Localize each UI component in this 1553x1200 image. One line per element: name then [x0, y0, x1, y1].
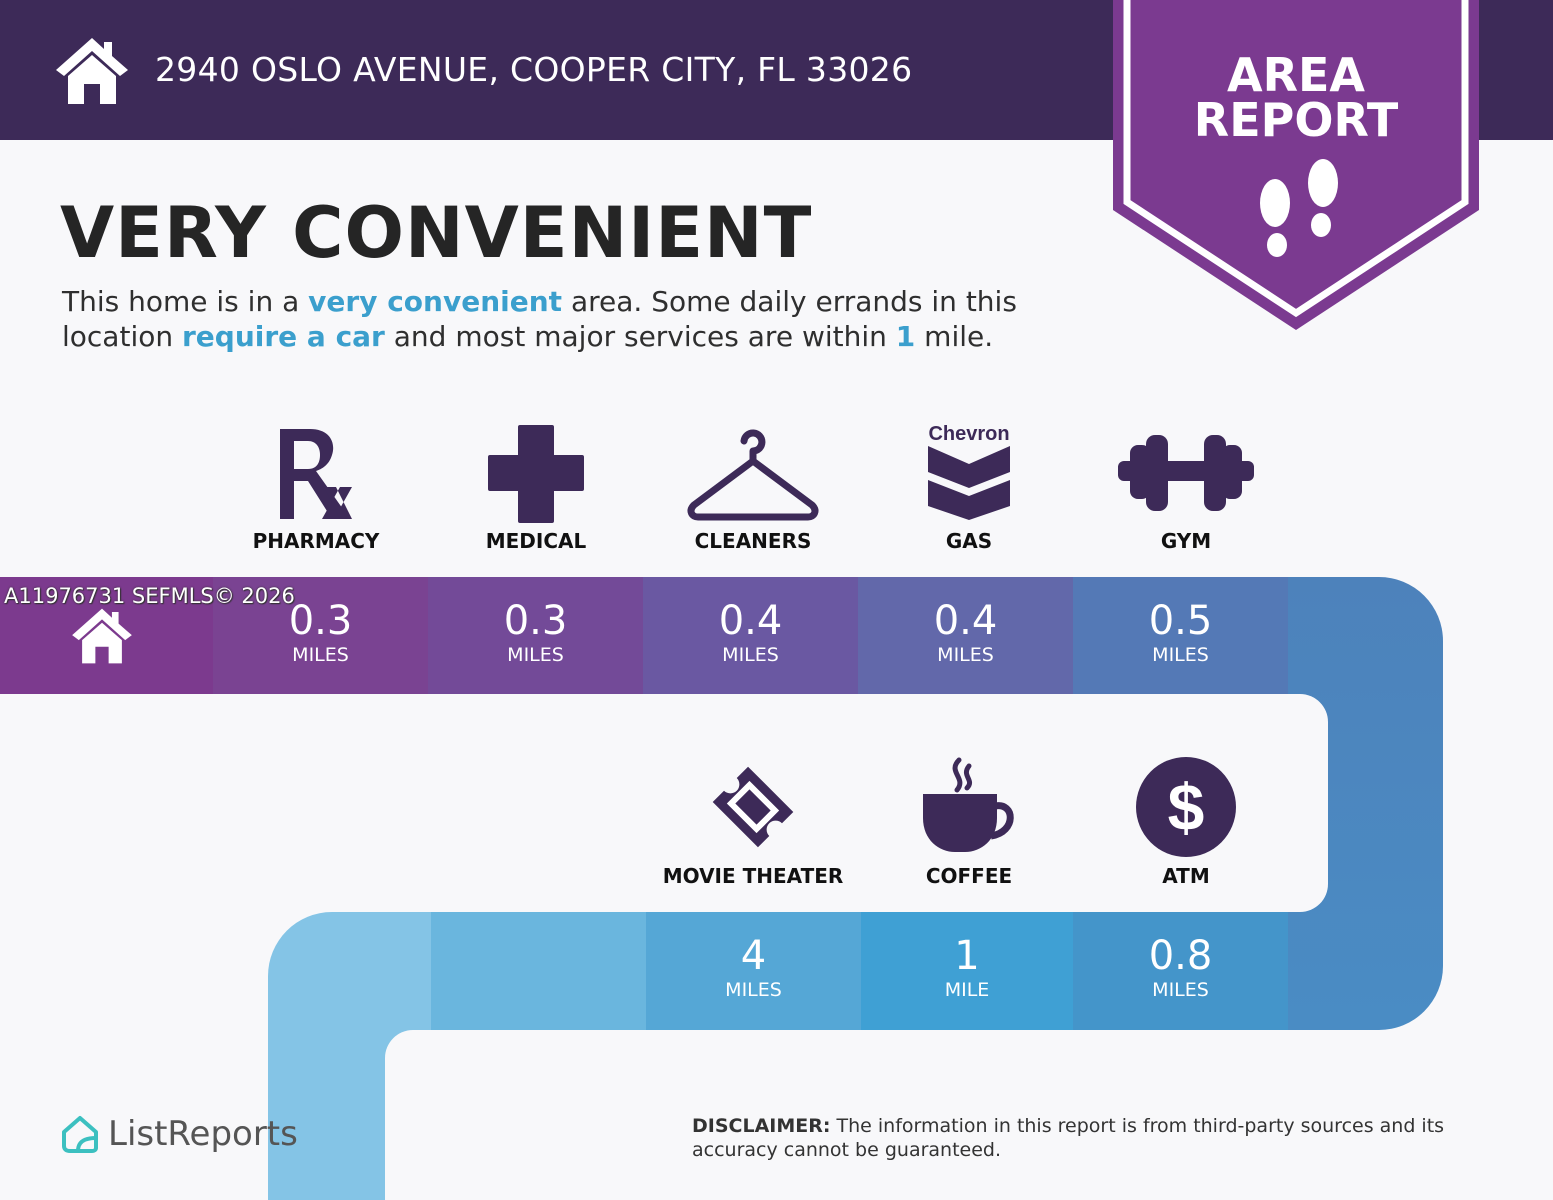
desc-text: mile.: [915, 320, 994, 353]
distance-unit: MILES: [292, 644, 349, 666]
footprints-icon: [1260, 159, 1338, 257]
medical-cross-icon: [488, 425, 584, 523]
ticket-icon: [712, 766, 794, 848]
disclaimer-label: DISCLAIMER:: [692, 1115, 831, 1137]
page-title: VERY CONVENIENT: [60, 192, 813, 274]
distance-cell-medical: 0.3 MILES: [428, 577, 643, 694]
distance-unit: MILES: [1152, 644, 1209, 666]
coffee-cup-icon: [923, 757, 1014, 852]
amenity-label: GYM: [1160, 529, 1212, 553]
rx-icon: [280, 429, 352, 519]
distance-cell-movie-theater: 4 MILES: [646, 912, 861, 1030]
disclaimer: DISCLAIMER: The information in this repo…: [692, 1114, 1512, 1162]
desc-text: and most major services are within: [384, 320, 896, 353]
amenity-label: GAS: [945, 529, 993, 553]
desc-highlight: require a car: [182, 320, 385, 353]
house-icon: [72, 608, 132, 664]
home-cell: [0, 577, 213, 694]
amenity-label: MEDICAL: [485, 529, 587, 553]
area-report-badge: [1113, 0, 1479, 330]
distance-cell-gym: 0.5 MILES: [1073, 577, 1288, 694]
desc-highlight: very convenient: [308, 285, 563, 318]
amenity-cleaners: CLEANERS: [653, 425, 853, 553]
distance-cell-atm: 0.8 MILES: [1073, 912, 1288, 1030]
distance-unit: MILE: [944, 979, 990, 1001]
distance-value: 1: [954, 933, 980, 979]
amenity-label: ATM: [1162, 864, 1210, 888]
amenity-label: CLEANERS: [694, 529, 812, 553]
path-cell: [431, 912, 646, 1030]
description: This home is in a very convenient area. …: [62, 284, 1122, 354]
amenity-label: MOVIE THEATER: [662, 864, 844, 888]
amenity-coffee: COFFEE: [869, 756, 1069, 888]
distance-cell-pharmacy: 0.3 MILES: [213, 577, 428, 694]
amenity-movie-theater: MOVIE THEATER: [653, 756, 853, 888]
distance-unit: MILES: [1152, 979, 1209, 1001]
distance-value: 0.8: [1148, 933, 1213, 979]
distance-cell-cleaners: 0.4 MILES: [643, 577, 858, 694]
amenity-label: PHARMACY: [252, 529, 380, 553]
distance-value: 0.4: [718, 598, 783, 644]
listreports-logo-icon: [62, 1116, 98, 1153]
distance-value: 0.5: [1148, 598, 1213, 644]
dumbbell-icon: [1118, 435, 1254, 511]
desc-text: This home is in a: [62, 285, 309, 318]
amenity-medical: MEDICAL: [436, 425, 636, 553]
badge-line1: AREA: [1226, 48, 1366, 102]
path-gap: [385, 1030, 585, 1200]
logo-text: ListReports: [108, 1114, 298, 1154]
amenity-gas: Chevron GAS: [869, 420, 1069, 553]
listreports-logo: ListReports: [60, 1114, 298, 1154]
distance-unit: MILES: [725, 979, 782, 1001]
distance-unit: MILES: [507, 644, 564, 666]
disclaimer-text: The information in this report is from t…: [692, 1115, 1445, 1161]
amenity-label: COFFEE: [925, 864, 1013, 888]
desc-text: area. Some daily errands in this locatio…: [62, 285, 1017, 353]
hanger-icon: [687, 429, 819, 521]
distance-value: 0.4: [933, 598, 998, 644]
watermark: A11976731 SEFMLS© 2026: [4, 584, 295, 608]
distance-cell-gas: 0.4 MILES: [858, 577, 1073, 694]
desc-highlight: 1: [895, 320, 916, 353]
svg-text:$: $: [1168, 770, 1205, 844]
distance-value: 0.3: [288, 598, 353, 644]
amenity-gym: GYM: [1086, 425, 1286, 553]
distance-unit: MILES: [937, 644, 994, 666]
chevron-gas-icon: Chevron: [928, 423, 1010, 520]
house-icon: [56, 38, 128, 104]
distance-value: 4: [740, 933, 767, 979]
badge-line2: REPORT: [1193, 93, 1399, 147]
distance-value: 0.3: [503, 598, 568, 644]
dollar-icon: $: [1136, 757, 1236, 857]
amenity-pharmacy: PHARMACY: [216, 425, 416, 553]
gas-brand: Chevron: [928, 423, 1009, 445]
distance-cell-coffee: 1 MILE: [861, 912, 1073, 1030]
property-address: 2940 OSLO AVENUE, COOPER CITY, FL 33026: [155, 50, 913, 89]
distance-unit: MILES: [722, 644, 779, 666]
amenity-atm: $ ATM: [1086, 756, 1286, 888]
